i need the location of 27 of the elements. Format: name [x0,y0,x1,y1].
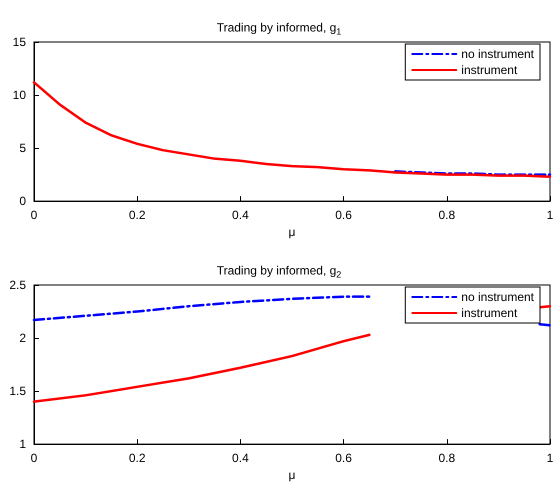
y-tick-label: 10 [12,88,26,102]
y-tick-label: 1 [19,437,26,452]
y-tick-label: 5 [19,141,26,156]
legend-label: instrument [461,306,518,320]
x-tick-label: 0.8 [438,451,456,466]
legend-label: no instrument [461,290,535,304]
x-tick-label: 0.8 [438,208,456,222]
x-tick-label: 1 [546,208,554,222]
x-axis-title: μ [288,225,296,239]
x-tick-label: 0.4 [232,208,250,222]
y-tick-label: 2 [19,331,26,346]
x-tick-label: 0 [30,451,38,466]
y-tick-label: 2.5 [9,278,26,292]
legend-label: instrument [461,63,518,77]
x-tick-label: 0 [30,208,38,222]
x-axis-title: μ [288,468,296,482]
y-tick-label: 15 [12,35,26,49]
legend-label: no instrument [461,47,535,61]
x-tick-label: 1 [546,451,554,466]
line-series [32,81,552,178]
y-tick-label: 1.5 [9,384,26,398]
x-tick-label: 0.2 [128,208,146,222]
x-tick-label: 0.6 [335,208,352,222]
x-tick-label: 0.2 [128,451,146,466]
x-tick-label: 0.6 [335,451,352,466]
x-tick-label: 0.4 [232,451,250,466]
y-tick-label: 0 [19,194,26,208]
